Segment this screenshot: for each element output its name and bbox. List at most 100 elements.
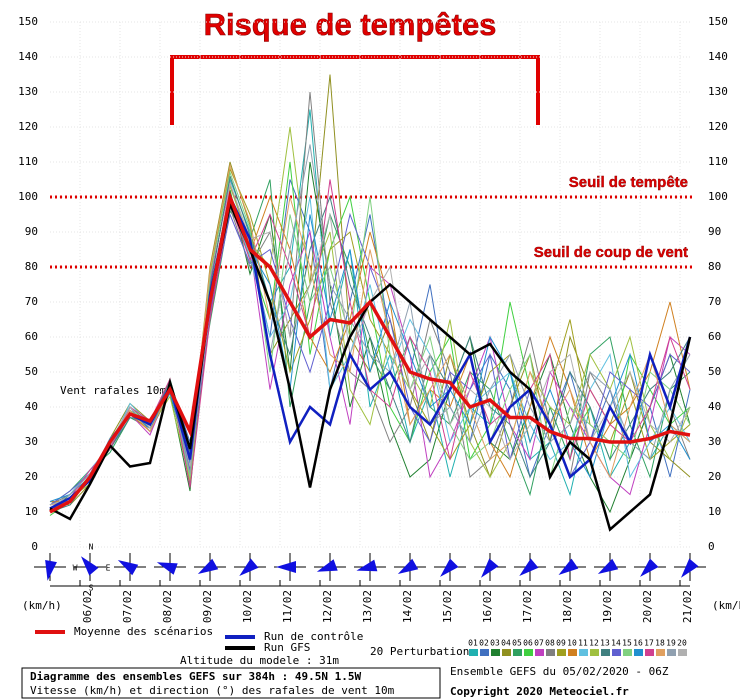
- wind-arrow: [276, 561, 296, 573]
- y2-tick-label: 130: [708, 85, 728, 98]
- x-tick-label: 21/02: [681, 590, 694, 623]
- legend-swatch: [535, 649, 544, 656]
- y2-tick-label: 50: [708, 365, 721, 378]
- legend-label: 18: [655, 639, 665, 648]
- legend-swatch: [623, 649, 632, 656]
- legend-swatch: [601, 649, 610, 656]
- legend-label: 15: [622, 639, 632, 648]
- y2-tick-label: 40: [708, 400, 721, 413]
- y2-tick-label: 90: [708, 225, 721, 238]
- y-tick-label: 150: [18, 15, 38, 28]
- legend-swatch: [557, 649, 566, 656]
- footer-box: [21, 667, 441, 699]
- y2-tick-label: 80: [708, 260, 721, 273]
- x-tick-label: 09/02: [201, 590, 214, 623]
- legend-label: 01: [468, 639, 478, 648]
- y-tick-label: 40: [25, 400, 38, 413]
- compass-label: E: [106, 564, 111, 573]
- y-tick-label: 10: [25, 505, 38, 518]
- x-tick-label: 08/02: [161, 590, 174, 623]
- legend-swatch: [491, 649, 500, 656]
- y-tick-label: 100: [18, 190, 38, 203]
- legend-label: 02: [479, 639, 489, 648]
- wind-arrow: [239, 558, 259, 576]
- compass-label: W: [73, 564, 78, 573]
- series-line: [49, 190, 691, 514]
- legend-label: 19: [666, 639, 676, 648]
- legend-label: 07: [534, 639, 544, 648]
- x-tick-label: 17/02: [521, 590, 534, 623]
- wind-arrow: [356, 559, 378, 572]
- wind-arrow: [481, 558, 499, 578]
- x-tick-label: 19/02: [601, 590, 614, 623]
- x-tick-label: 13/02: [361, 590, 374, 623]
- y2-tick-label: 100: [708, 190, 728, 203]
- legend-swatch: [524, 649, 533, 656]
- compass-label: S: [89, 584, 94, 593]
- wind-arrow: [558, 558, 579, 576]
- legend-swatch: [480, 649, 489, 656]
- threshold-label: Seuil de coup de vent: [534, 244, 688, 261]
- copyright: Copyright 2020 Meteociel.fr: [450, 685, 629, 698]
- wind-arrow: [117, 560, 139, 576]
- x-tick-label: 14/02: [401, 590, 414, 623]
- y-tick-label: 30: [25, 435, 38, 448]
- y2-tick-label: 0: [708, 540, 715, 553]
- y2-tick-label: 150: [708, 15, 728, 28]
- wind-arrow: [519, 558, 539, 576]
- legend-label: Run GFS: [264, 641, 310, 654]
- y2-tick-label: 20: [708, 470, 721, 483]
- x-tick-label: 15/02: [441, 590, 454, 623]
- footer-subtitle: Vitesse (km/h) et direction (°) des rafa…: [30, 684, 395, 697]
- legend-label: 09: [556, 639, 566, 648]
- y-tick-label: 60: [25, 330, 38, 343]
- y-tick-label: 90: [25, 225, 38, 238]
- legend-swatch: [579, 649, 588, 656]
- x-tick-label: 10/02: [241, 590, 254, 623]
- legend-label: 12: [589, 639, 599, 648]
- y-tick-label: 50: [25, 365, 38, 378]
- legend-label: 04: [501, 639, 511, 648]
- compass-label: N: [89, 543, 94, 552]
- legend-swatch: [678, 649, 687, 656]
- wind-arrow: [597, 558, 619, 574]
- legend-label: 20: [677, 639, 687, 648]
- y2-tick-label: 60: [708, 330, 721, 343]
- wind-arrow: [640, 558, 659, 577]
- run-info: Ensemble GEFS du 05/02/2020 - 06Z: [450, 665, 669, 678]
- legend-label: 11: [578, 639, 588, 648]
- legend-label: 06: [523, 639, 533, 648]
- legend-swatch: [469, 649, 478, 656]
- legend-swatch: [513, 649, 522, 656]
- y-unit: (km/h): [22, 599, 62, 612]
- x-tick-label: 06/02: [81, 590, 94, 623]
- legend-swatch: [645, 649, 654, 656]
- x-tick-label: 16/02: [481, 590, 494, 623]
- wind-arrow: [316, 559, 338, 572]
- legend-swatch: [590, 649, 599, 656]
- y-tick-label: 80: [25, 260, 38, 273]
- wind-arrow: [440, 558, 459, 577]
- y2-tick-label: 110: [708, 155, 728, 168]
- x-tick-label: 18/02: [561, 590, 574, 623]
- y-tick-label: 120: [18, 120, 38, 133]
- legend-label: 03: [490, 639, 500, 648]
- y2-tick-label: 120: [708, 120, 728, 133]
- legend-label: 14: [611, 639, 621, 648]
- series-line: [49, 163, 691, 506]
- y2-tick-label: 10: [708, 505, 721, 518]
- wind-arrow: [397, 558, 419, 574]
- y-unit: (km/h): [712, 599, 740, 612]
- wind-arrow: [45, 560, 57, 581]
- y-tick-label: 0: [31, 540, 38, 553]
- legend-swatch: [568, 649, 577, 656]
- legend-swatch: [634, 649, 643, 656]
- y-tick-label: 130: [18, 85, 38, 98]
- chart-title: Risque de tempêtes: [204, 7, 497, 42]
- legend-label: 08: [545, 639, 555, 648]
- wind-arrow: [197, 558, 219, 574]
- x-tick-label: 12/02: [321, 590, 334, 623]
- legend-label: Run de contrôle: [264, 630, 363, 643]
